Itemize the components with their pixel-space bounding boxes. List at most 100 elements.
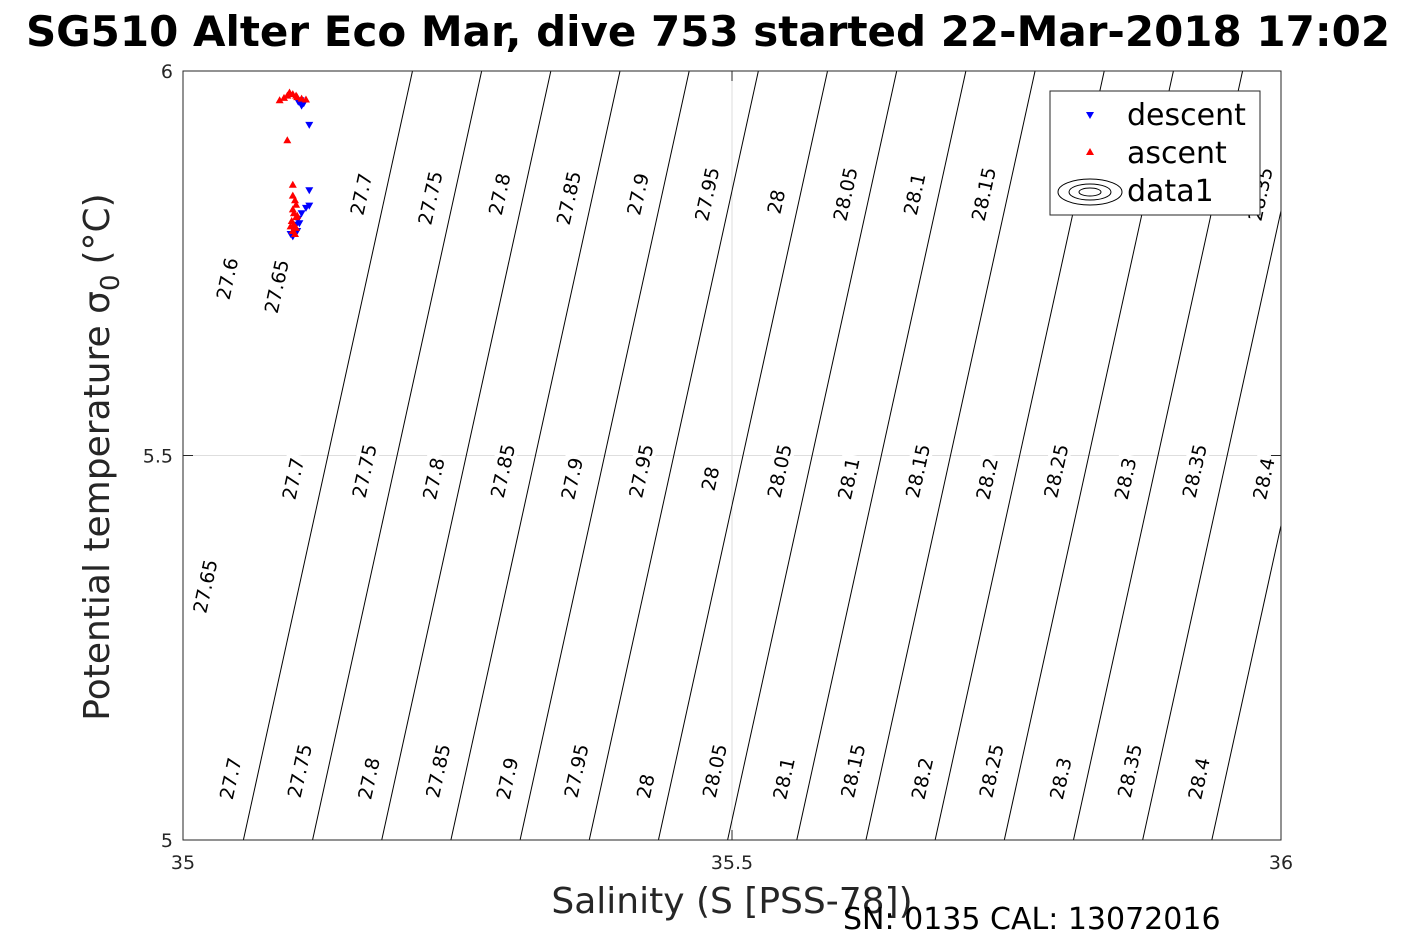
isopycnal-line <box>657 71 829 840</box>
ascent-point <box>285 88 294 96</box>
contour-label-background <box>621 168 654 220</box>
contour-label-background <box>555 452 588 505</box>
isopycnal-line <box>242 71 413 840</box>
contour-label-group: 28.2 <box>906 752 938 805</box>
contour-label-background <box>282 739 317 802</box>
contour-label-background <box>211 252 243 305</box>
ascent-point <box>275 96 284 104</box>
contour-label-background <box>697 739 732 802</box>
ascent-point <box>288 180 297 188</box>
contour-label-background <box>623 439 658 503</box>
y-tick-label: 5 <box>161 830 173 852</box>
contour-label-background <box>347 439 382 503</box>
contour-label-background <box>689 162 724 226</box>
contour-label-background <box>1247 452 1280 505</box>
contour-label-background <box>1038 439 1073 503</box>
contour-label-background <box>906 752 938 805</box>
contour-label-background <box>417 452 450 505</box>
contour-label-background <box>187 555 223 618</box>
x-tick-label: 36 <box>1269 852 1293 874</box>
descent-point <box>305 121 314 129</box>
legend-descent-marker <box>1086 112 1094 119</box>
contour-label-background <box>1109 452 1141 505</box>
contour-label-background <box>1177 439 1212 503</box>
x-tick-label: 35 <box>171 852 195 874</box>
isopycnal-line <box>1142 208 1281 840</box>
descent-point <box>295 220 304 228</box>
serial-calibration-note: SN: 0135 CAL: 13072016 <box>843 902 1221 937</box>
isopycnal-line <box>1211 523 1281 840</box>
legend-data1-label: data1 <box>1127 174 1214 209</box>
y-tick-label: 6 <box>161 61 173 83</box>
descent-point <box>297 210 306 218</box>
legend-ascent-label: ascent <box>1127 136 1227 171</box>
y-axis-label: Potential temperature σ0 (°C) <box>77 193 126 720</box>
contour-label-background <box>483 168 516 220</box>
contour-label-group: 28.4 <box>1182 752 1215 805</box>
ascent-point <box>286 222 295 230</box>
y-axis-label-unit: (°C) <box>77 193 118 264</box>
contour-label-group: 28 <box>631 771 660 802</box>
contour-label-group: 28.05 <box>762 439 797 503</box>
ascent-point <box>292 200 301 208</box>
contour-label-background <box>1112 739 1147 802</box>
contour-label-background <box>835 739 870 802</box>
isopycnal-line <box>796 71 967 840</box>
contour-label-background <box>762 439 797 503</box>
contour-label: 28 <box>633 772 660 800</box>
contour-label-background <box>767 752 800 805</box>
contour-label-background <box>696 463 724 494</box>
contour-label-group: 28.25 <box>974 739 1009 802</box>
ascent-point <box>290 196 299 204</box>
data-points <box>275 88 314 241</box>
ascent-point <box>301 95 310 103</box>
y-axis-label-subscript: 0 <box>96 274 126 291</box>
contour-label-background <box>214 752 247 805</box>
isopycnal-line <box>865 71 1036 840</box>
legend-box <box>1049 90 1261 216</box>
contour-label-background <box>966 162 1001 226</box>
isopycnal-line <box>312 71 483 840</box>
x-axis-label: Salinity (S [PSS-78]) <box>551 881 912 922</box>
y-tick-label: 5.5 <box>143 446 173 468</box>
contour-label-background <box>828 162 863 226</box>
contour-label-background <box>559 739 594 802</box>
contour-label-group: 28 <box>762 186 791 217</box>
contour-label-background <box>1044 752 1077 805</box>
contour-label-background <box>259 255 294 318</box>
contour-label-background <box>631 771 659 802</box>
descent-point <box>301 204 310 212</box>
isopycnal-line <box>381 71 552 840</box>
y-axis-label-text: Potential temperature σ <box>77 291 118 721</box>
legend-contour-icon <box>1057 178 1123 206</box>
axis-ticks: 35 35.5 36 5 5.5 6 <box>143 61 1293 874</box>
isopycnal-line <box>727 71 898 840</box>
chart-title: SG510 Alter Eco Mar, dive 753 started 22… <box>26 7 1390 56</box>
isopycnal-line <box>450 71 621 840</box>
contour-label: 28 <box>698 465 725 493</box>
contour-label-background <box>352 752 385 805</box>
contour-label-background <box>420 739 455 802</box>
isopycnal-line <box>519 71 690 840</box>
ascent-point <box>280 93 289 101</box>
contour-label-background <box>970 452 1003 505</box>
contour-label-background <box>491 752 523 805</box>
legend-ascent-marker <box>1086 148 1094 155</box>
contour-label-background <box>276 452 309 505</box>
contour-label-group: 27.9 <box>555 452 588 505</box>
contour-label-background <box>832 452 865 505</box>
contour-label-background <box>762 186 790 217</box>
ascent-point <box>288 205 297 213</box>
contour-label-background <box>974 739 1009 802</box>
contour-label-background <box>412 166 448 230</box>
contour-label-background <box>900 439 935 503</box>
legend-descent-label: descent <box>1127 98 1246 133</box>
ascent-point <box>292 91 301 99</box>
contour-label-background <box>485 439 520 503</box>
descent-point <box>305 187 314 195</box>
contour-label-background <box>344 168 377 220</box>
x-tick-label: 35.5 <box>711 852 753 874</box>
contour-label: 28 <box>764 188 791 216</box>
ascent-point <box>293 211 302 219</box>
